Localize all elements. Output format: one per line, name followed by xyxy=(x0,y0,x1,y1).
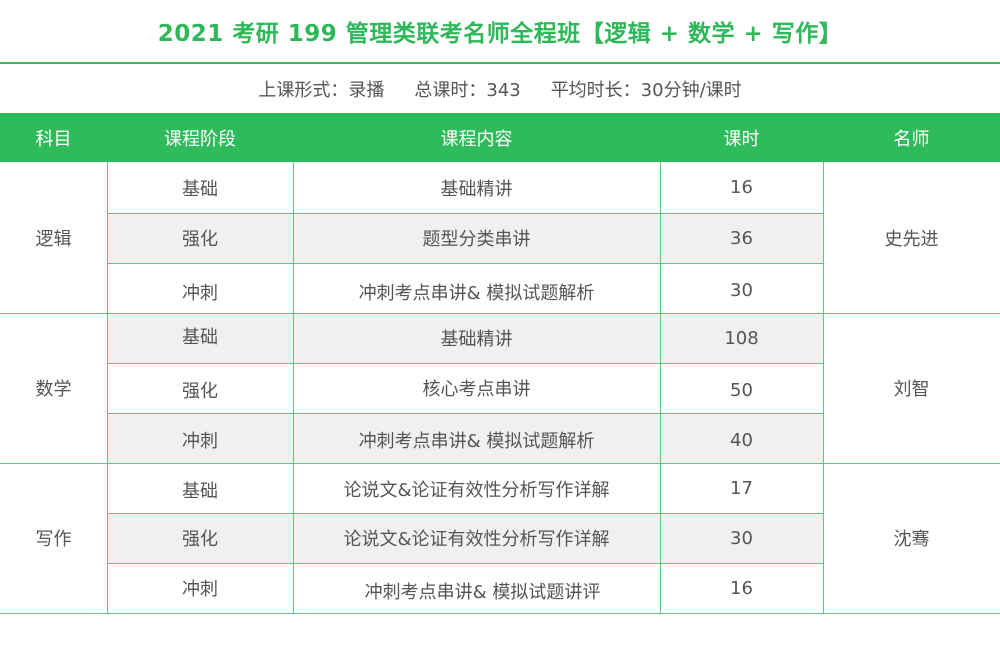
row-shade xyxy=(107,313,823,363)
content-cell: 基础精讲 xyxy=(440,329,513,350)
teacher-cell: 刘智 xyxy=(893,379,930,400)
page-title: 2021 考研 199 管理类联考名师全程班【逻辑 + 数学 + 写作】 xyxy=(157,21,843,47)
stage-cell: 强化 xyxy=(182,529,218,550)
grid-line xyxy=(823,162,824,613)
grid-line xyxy=(660,162,661,613)
grid-line xyxy=(107,513,823,514)
hours-cell: 16 xyxy=(730,577,753,599)
grid-line xyxy=(107,363,823,364)
content-cell: 冲刺考点串讲& 模拟试题解析 xyxy=(358,283,595,304)
subject-cell: 写作 xyxy=(35,529,72,550)
hours-cell: 36 xyxy=(730,227,753,249)
grid-line xyxy=(107,413,823,414)
hours-cell: 30 xyxy=(730,279,753,301)
content-cell: 基础精讲 xyxy=(440,178,513,200)
header-stage: 课程阶段 xyxy=(164,128,236,150)
grid-line xyxy=(0,313,1000,314)
course-format: 上课形式：录播 xyxy=(258,79,385,101)
header-content: 课程内容 xyxy=(440,128,513,150)
row-shade xyxy=(107,513,823,563)
hours-cell: 108 xyxy=(724,327,759,349)
stage-cell: 冲刺 xyxy=(182,579,218,600)
subject-cell: 逻辑 xyxy=(35,228,72,250)
hours-cell: 40 xyxy=(730,429,753,451)
hours-cell: 17 xyxy=(730,477,753,499)
title-divider xyxy=(0,62,1000,64)
hours-cell: 16 xyxy=(730,177,753,198)
grid-line xyxy=(293,162,294,613)
stage-cell: 冲刺 xyxy=(182,431,218,452)
average-duration: 平均时长：30分钟/课时 xyxy=(550,79,742,101)
content-cell: 题型分类串讲 xyxy=(422,229,531,250)
teacher-cell: 史先进 xyxy=(884,228,939,250)
stage-cell: 基础 xyxy=(182,178,218,200)
grid-line xyxy=(0,463,1000,464)
hours-cell: 30 xyxy=(730,527,753,549)
content-cell: 核心考点串讲 xyxy=(422,379,531,400)
course-meta: 上课形式：录播 总课时：343 平均时长：30分钟/课时 xyxy=(0,64,1000,113)
grid-line xyxy=(107,213,823,214)
header-subject: 科目 xyxy=(35,128,72,150)
teacher-cell: 沈骞 xyxy=(893,529,930,550)
row-shade xyxy=(107,413,823,463)
table-header: 科目 课程阶段 课程内容 课时 名师 xyxy=(0,113,1000,162)
stage-cell: 强化 xyxy=(182,381,218,402)
stage-cell: 基础 xyxy=(182,327,218,348)
grid-line xyxy=(0,613,1000,614)
content-cell: 论说文&论证有效性分析写作详解 xyxy=(343,480,610,501)
header-hours: 课时 xyxy=(723,128,760,150)
grid-line xyxy=(107,162,108,613)
total-hours: 总课时：343 xyxy=(414,79,521,101)
content-cell: 冲刺考点串讲& 模拟试题讲评 xyxy=(364,582,601,603)
stage-cell: 强化 xyxy=(182,229,218,250)
grid-line xyxy=(107,263,823,264)
grid-line xyxy=(107,563,823,564)
stage-cell: 基础 xyxy=(182,481,218,502)
stage-cell: 冲刺 xyxy=(182,283,218,304)
row-shade xyxy=(107,213,823,263)
header-teacher: 名师 xyxy=(893,128,930,150)
content-cell: 论说文&论证有效性分析写作详解 xyxy=(343,529,610,550)
subject-cell: 数学 xyxy=(35,379,72,400)
content-cell: 冲刺考点串讲& 模拟试题解析 xyxy=(358,431,595,452)
hours-cell: 50 xyxy=(730,379,753,401)
